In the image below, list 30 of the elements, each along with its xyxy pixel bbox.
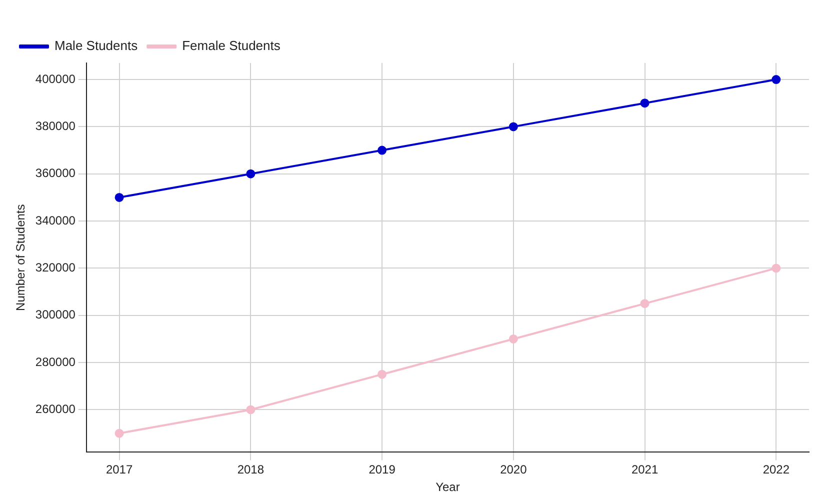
y-tick-label: 400000	[35, 72, 76, 86]
y-tick-label: 280000	[35, 354, 76, 369]
y-tick-label: 300000	[35, 308, 76, 322]
x-tick-label: 2019	[368, 462, 396, 477]
point	[508, 334, 518, 344]
y-axis-title: Number of Students	[14, 204, 28, 311]
point	[772, 264, 781, 273]
point	[246, 169, 256, 178]
point	[114, 428, 124, 438]
legend-label: Male Students	[54, 38, 138, 54]
x-tick-label: 2018	[237, 462, 264, 477]
point	[772, 75, 781, 84]
y-tick-label: 360000	[35, 166, 76, 180]
x-tick-label: 2020	[500, 462, 528, 477]
point	[640, 98, 650, 108]
y-tick-label: 340000	[35, 213, 76, 228]
x-tick-label: 2017	[106, 462, 133, 477]
point	[508, 122, 518, 132]
y-tick-label: 320000	[35, 260, 76, 275]
point	[378, 146, 387, 155]
point	[246, 405, 256, 414]
legend-label: Female Students	[182, 38, 281, 54]
x-tick-label: 2022	[762, 462, 790, 477]
point	[114, 192, 124, 202]
point	[640, 299, 650, 308]
y-tick-label: 260000	[35, 402, 76, 416]
x-tick-label: 2021	[631, 462, 658, 477]
point	[378, 370, 387, 379]
y-tick-label: 380000	[35, 119, 76, 133]
x-axis-title: Year	[436, 480, 460, 494]
